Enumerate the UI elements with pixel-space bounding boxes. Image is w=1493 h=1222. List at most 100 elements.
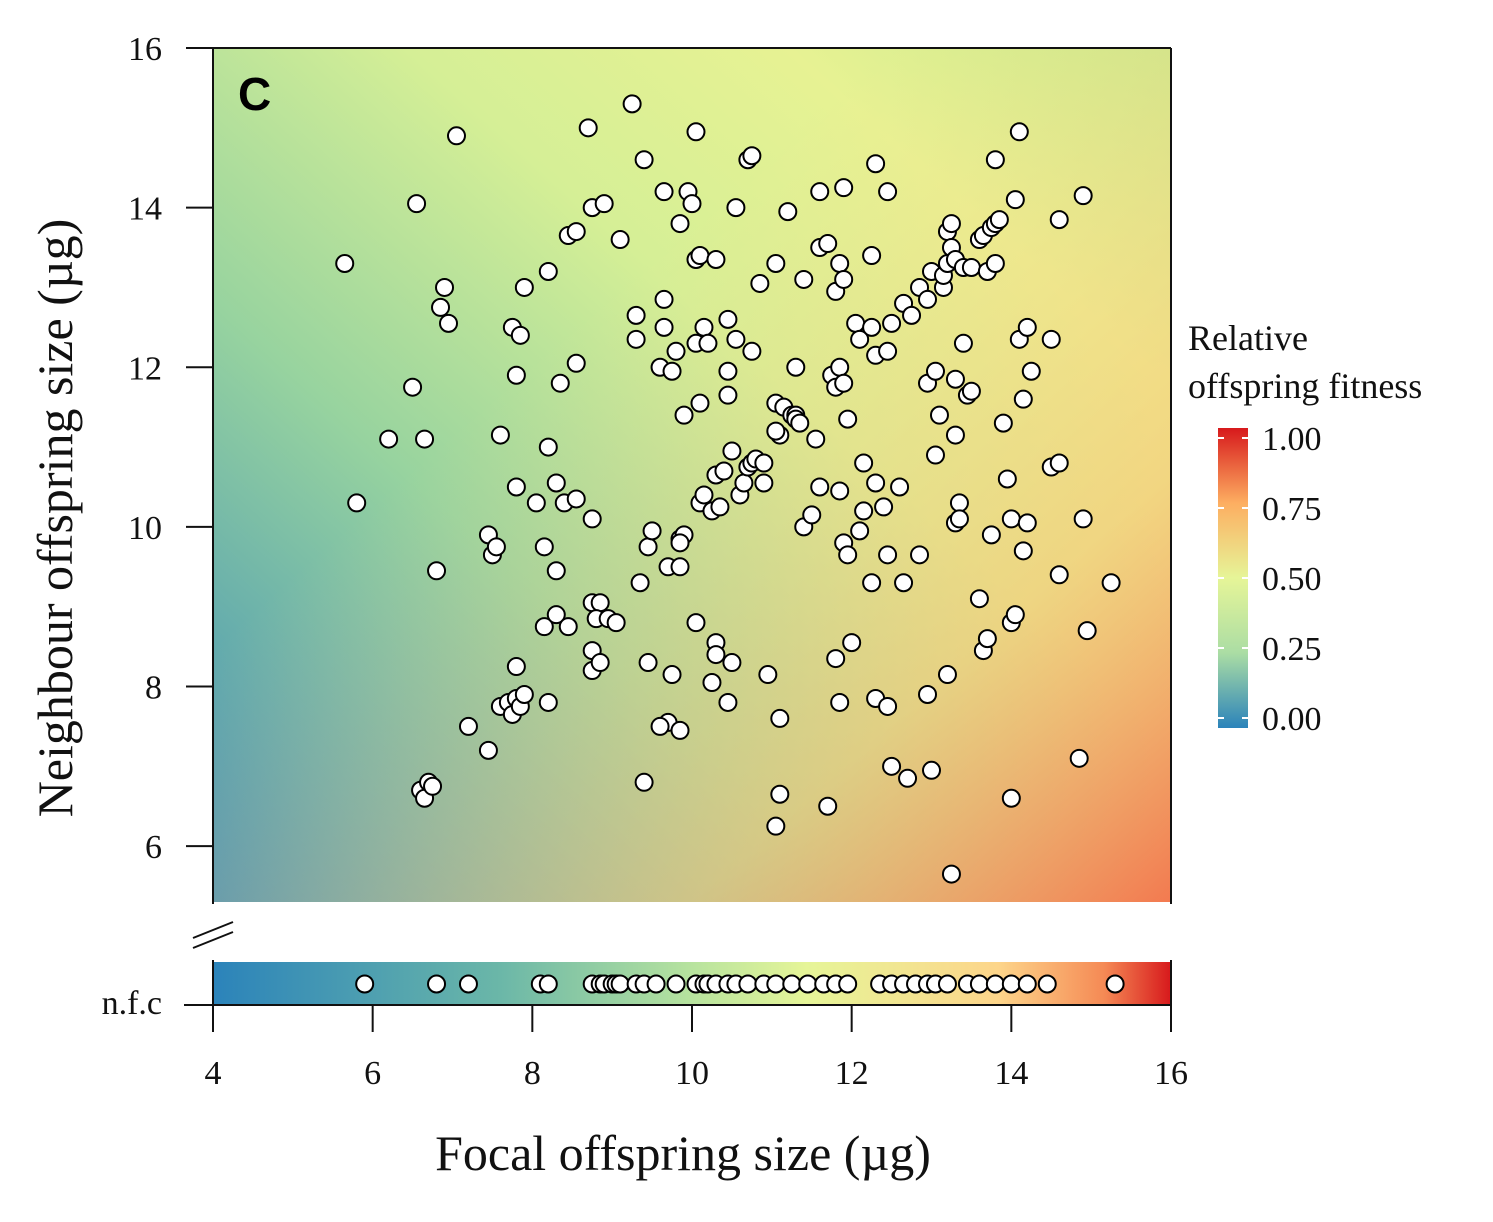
data-point bbox=[566, 222, 586, 242]
data-point bbox=[838, 409, 858, 429]
data-point bbox=[818, 796, 838, 816]
data-point bbox=[506, 477, 526, 497]
data-point bbox=[538, 437, 558, 457]
data-point bbox=[918, 684, 938, 704]
nfc-data-point bbox=[666, 974, 686, 994]
data-point bbox=[662, 361, 682, 381]
data-point bbox=[478, 740, 498, 760]
data-point bbox=[590, 653, 610, 673]
data-point bbox=[538, 692, 558, 712]
nfc-data-point bbox=[1037, 974, 1057, 994]
data-point bbox=[790, 413, 810, 433]
data-point bbox=[941, 864, 961, 884]
data-point bbox=[770, 708, 790, 728]
data-point bbox=[969, 589, 989, 609]
data-point bbox=[431, 297, 451, 317]
data-point bbox=[1077, 621, 1097, 641]
data-point bbox=[558, 617, 578, 637]
data-point bbox=[670, 533, 690, 553]
nfc-data-point bbox=[538, 974, 558, 994]
data-point bbox=[666, 341, 686, 361]
data-point bbox=[566, 489, 586, 509]
nfc-data-point bbox=[766, 974, 786, 994]
nfc-data-point bbox=[1105, 974, 1125, 994]
data-point bbox=[686, 613, 706, 633]
y-tick-label: 10 bbox=[128, 510, 162, 547]
data-point bbox=[997, 469, 1017, 489]
legend: Relative offspring fitness 1.00 0.75 0.50 0… bbox=[1188, 318, 1422, 738]
nfc-data-point bbox=[1001, 974, 1021, 994]
nfc-data-point bbox=[738, 974, 758, 994]
data-point bbox=[882, 313, 902, 333]
data-point bbox=[910, 545, 930, 565]
data-point bbox=[702, 673, 722, 693]
data-point bbox=[347, 493, 367, 513]
data-point bbox=[638, 537, 658, 557]
data-point bbox=[654, 182, 674, 202]
x-tick-label: 4 bbox=[205, 1055, 222, 1092]
data-point bbox=[538, 261, 558, 281]
data-point bbox=[898, 768, 918, 788]
y-tick-label: 12 bbox=[128, 350, 162, 387]
data-point bbox=[698, 333, 718, 353]
data-point bbox=[722, 653, 742, 673]
y-tick-label: 14 bbox=[128, 191, 162, 228]
legend-tick-label: 0.50 bbox=[1262, 561, 1322, 598]
data-point bbox=[874, 497, 894, 517]
x-tick-label: 8 bbox=[524, 1055, 541, 1092]
data-point bbox=[1049, 210, 1069, 230]
data-point bbox=[686, 122, 706, 142]
legend-title-line2: offspring fitness bbox=[1188, 366, 1422, 406]
data-point bbox=[834, 269, 854, 289]
data-point bbox=[854, 453, 874, 473]
data-point bbox=[634, 150, 654, 170]
y-axis-label: Neighbour offspring size (µg) bbox=[27, 219, 83, 818]
data-point bbox=[878, 696, 898, 716]
data-point bbox=[578, 118, 598, 138]
data-point bbox=[918, 289, 938, 309]
data-point bbox=[546, 473, 566, 493]
nfc-data-point bbox=[1017, 974, 1037, 994]
nfc-data-point bbox=[355, 974, 375, 994]
data-point bbox=[826, 649, 846, 669]
data-point bbox=[838, 545, 858, 565]
x-tick-label: 6 bbox=[364, 1055, 381, 1092]
data-point bbox=[862, 573, 882, 593]
data-point bbox=[854, 501, 874, 521]
data-point bbox=[706, 645, 726, 665]
data-point bbox=[850, 521, 870, 541]
data-point bbox=[726, 329, 746, 349]
data-point bbox=[582, 509, 602, 529]
nfc-data-point bbox=[427, 974, 447, 994]
data-point bbox=[1021, 361, 1041, 381]
data-point bbox=[786, 357, 806, 377]
data-point bbox=[754, 453, 774, 473]
data-point bbox=[534, 617, 554, 637]
data-point bbox=[961, 381, 981, 401]
data-point bbox=[654, 317, 674, 337]
data-point bbox=[985, 253, 1005, 273]
data-point bbox=[1073, 509, 1093, 529]
data-point bbox=[1049, 565, 1069, 585]
data-point bbox=[403, 377, 423, 397]
data-point bbox=[1005, 605, 1025, 625]
data-point bbox=[941, 214, 961, 234]
data-point bbox=[1049, 453, 1069, 473]
data-point bbox=[754, 473, 774, 493]
legend-tick-label: 0.75 bbox=[1262, 491, 1322, 528]
data-point bbox=[842, 633, 862, 653]
data-point bbox=[714, 461, 734, 481]
data-point bbox=[706, 250, 726, 270]
data-point bbox=[718, 385, 738, 405]
data-point bbox=[834, 178, 854, 198]
data-point bbox=[427, 561, 447, 581]
data-point bbox=[866, 473, 886, 493]
data-point bbox=[953, 333, 973, 353]
data-point bbox=[534, 537, 554, 557]
data-point bbox=[634, 772, 654, 792]
data-point bbox=[830, 481, 850, 501]
data-point bbox=[670, 720, 690, 740]
data-point bbox=[766, 816, 786, 836]
heatmap-main bbox=[213, 48, 1171, 902]
